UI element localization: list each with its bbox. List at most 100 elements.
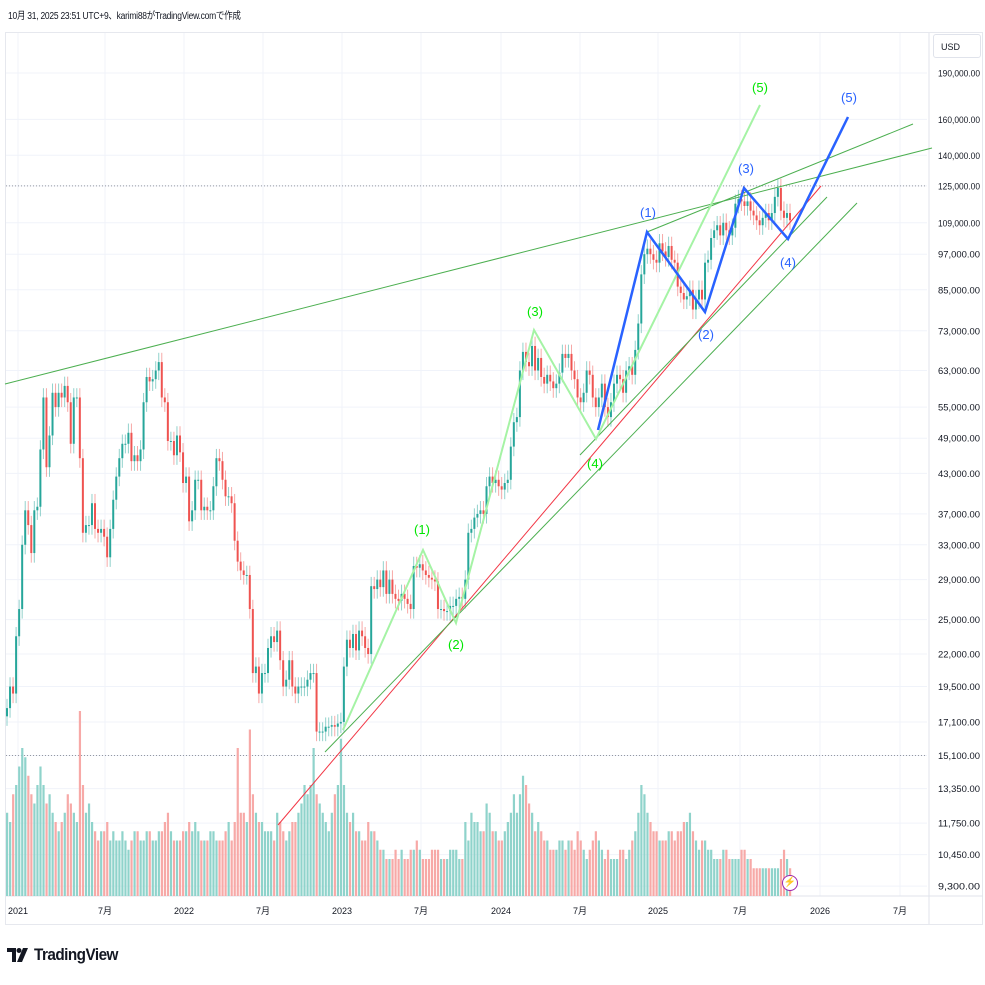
volume-bar bbox=[409, 849, 412, 896]
currency-button[interactable]: USD bbox=[933, 34, 981, 58]
volume-bar bbox=[6, 812, 9, 896]
candle-body bbox=[521, 351, 524, 371]
volume-bar bbox=[649, 822, 652, 896]
candle-body bbox=[564, 353, 567, 358]
volume-bar bbox=[273, 840, 276, 896]
candle-body bbox=[267, 647, 269, 674]
time-tick-label: 7月 bbox=[98, 906, 112, 916]
volume-bar bbox=[339, 738, 343, 896]
candle-body bbox=[515, 417, 518, 423]
volume-bar bbox=[452, 849, 455, 896]
candle-body bbox=[254, 666, 257, 674]
candle-body bbox=[476, 513, 479, 518]
volume-bar bbox=[84, 812, 88, 896]
candle-body bbox=[752, 210, 755, 216]
candle-body bbox=[606, 407, 609, 418]
volume-bar bbox=[297, 812, 300, 896]
volume-bar bbox=[455, 849, 458, 896]
volume-bar bbox=[267, 831, 270, 896]
time-tick-label: 7月 bbox=[893, 906, 907, 916]
candle-body bbox=[133, 455, 136, 462]
candle-body bbox=[154, 370, 157, 380]
price-tick-label: 22,000.00 bbox=[938, 650, 980, 660]
volume-bar bbox=[534, 831, 537, 896]
volume-bar bbox=[236, 748, 239, 896]
candle-body bbox=[652, 254, 655, 260]
candle-body bbox=[473, 517, 476, 529]
candle-body bbox=[124, 443, 127, 445]
candle-body bbox=[619, 374, 622, 380]
volume-bar bbox=[18, 766, 21, 896]
candle-body bbox=[18, 609, 21, 637]
candle-body bbox=[321, 731, 324, 733]
candle-body bbox=[761, 217, 764, 226]
volume-bar bbox=[182, 831, 185, 896]
candle-body bbox=[446, 611, 449, 613]
candle-body bbox=[178, 435, 181, 453]
candle-body bbox=[713, 230, 716, 239]
volume-bar bbox=[103, 831, 106, 896]
price-tick-label: 190,000.00 bbox=[938, 69, 980, 79]
candle-body bbox=[151, 379, 154, 382]
volume-bar bbox=[482, 831, 485, 896]
volume-bar bbox=[351, 812, 355, 896]
candle-body bbox=[455, 598, 458, 606]
candle-body bbox=[403, 593, 406, 599]
volume-bar bbox=[670, 831, 673, 896]
candle-body bbox=[494, 479, 497, 483]
candle-body bbox=[667, 245, 670, 257]
candle-body bbox=[722, 222, 725, 236]
volume-bar bbox=[497, 840, 500, 896]
candle-body bbox=[594, 397, 597, 408]
volume-bar bbox=[315, 794, 318, 896]
candle-body bbox=[555, 383, 558, 389]
candle-body bbox=[770, 213, 773, 221]
red-support-trendline bbox=[277, 185, 822, 826]
volume-bar bbox=[115, 840, 118, 896]
volume-bar bbox=[685, 822, 689, 896]
candle-body bbox=[685, 296, 688, 300]
candle-body bbox=[379, 579, 382, 588]
volume-bar bbox=[488, 812, 491, 896]
candle-body bbox=[297, 686, 300, 694]
volume-bar bbox=[15, 785, 18, 896]
candle-body bbox=[506, 479, 509, 483]
volume-bar bbox=[700, 840, 704, 896]
volume-bar bbox=[385, 859, 388, 896]
price-tick-label: 49,000.00 bbox=[938, 434, 980, 444]
candle-body bbox=[391, 579, 394, 594]
candle-body bbox=[60, 392, 63, 398]
volume-bar bbox=[248, 729, 251, 896]
volume-bar bbox=[588, 849, 591, 896]
volume-bar bbox=[133, 831, 136, 896]
volume-bar bbox=[713, 859, 716, 896]
time-tick-label: 2021 bbox=[8, 906, 28, 916]
volume-bar bbox=[178, 840, 182, 896]
volume-bar bbox=[48, 794, 51, 896]
candle-body bbox=[415, 565, 418, 568]
candle-body bbox=[45, 397, 48, 468]
volume-bar bbox=[528, 803, 531, 896]
candle-body bbox=[348, 639, 351, 648]
volume-bar bbox=[54, 822, 57, 896]
volume-bar bbox=[200, 840, 203, 896]
volume-bar bbox=[142, 840, 145, 896]
volume-bar bbox=[673, 840, 676, 896]
volume-bar bbox=[770, 868, 773, 896]
candle-body bbox=[603, 383, 606, 408]
volume-bar bbox=[570, 840, 573, 896]
volume-bar bbox=[491, 831, 494, 896]
volume-bar bbox=[722, 849, 725, 896]
price-tick-label: 85,000.00 bbox=[938, 285, 980, 295]
candle-body bbox=[458, 596, 461, 599]
volume-bar bbox=[609, 859, 613, 896]
volume-bar bbox=[94, 831, 97, 896]
lightning-icon[interactable]: ⚡ bbox=[782, 875, 798, 891]
candle-body bbox=[700, 289, 703, 300]
candle-body bbox=[221, 461, 224, 480]
candle-body bbox=[282, 660, 285, 687]
volume-bar bbox=[600, 849, 604, 896]
volume-bar bbox=[60, 822, 63, 896]
volume-bar bbox=[282, 831, 285, 896]
